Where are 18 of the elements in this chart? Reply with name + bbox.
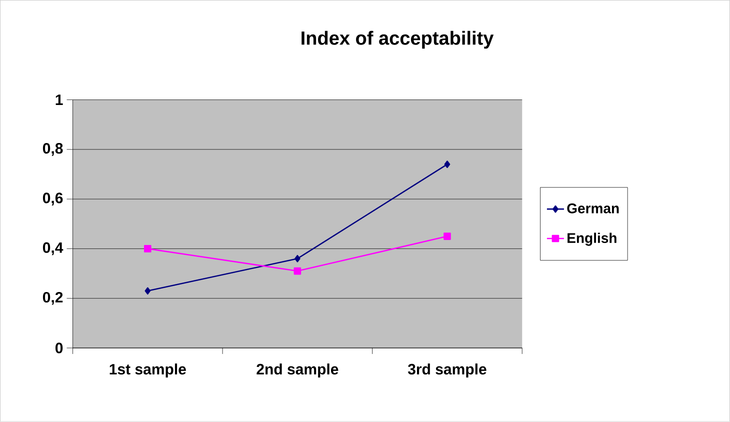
y-tick-label: 0,4 (42, 242, 64, 256)
legend-label: English (568, 232, 616, 246)
y-tick-label: 0,2 (42, 292, 63, 305)
point (444, 160, 450, 168)
point (144, 245, 152, 252)
x-tick-label: 3rd sample (408, 364, 486, 378)
y-tick-label: 1 (56, 94, 63, 106)
x-tick-label: 2nd sample (256, 364, 338, 378)
point (294, 255, 300, 262)
y-tick-label: 0,6 (42, 192, 63, 206)
point (294, 268, 302, 275)
x-tick-label: 1st sample (110, 364, 186, 378)
legend-label: German (567, 204, 619, 214)
y-tick-label: 0,8 (42, 143, 63, 156)
point (144, 287, 151, 295)
y-tick-label: 0 (55, 342, 63, 354)
point (444, 232, 451, 240)
chart-title: Index of acceptability (302, 30, 494, 49)
